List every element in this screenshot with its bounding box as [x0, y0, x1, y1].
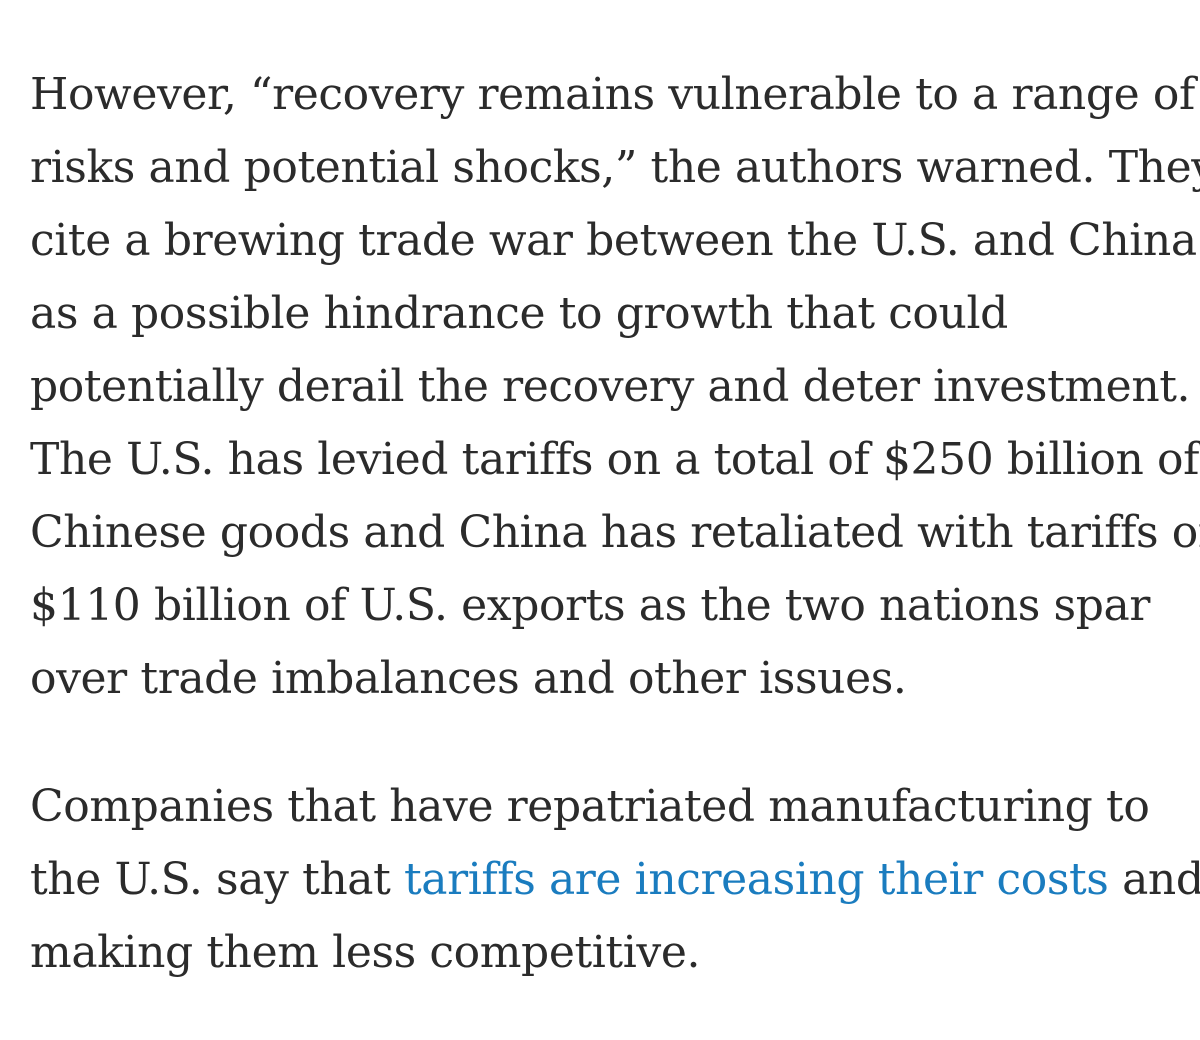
paragraph-line: Companies that have repatriated manufact… — [30, 781, 1150, 832]
paragraph-line: over trade imbalances and other issues. — [30, 653, 907, 704]
paragraph-line: $110 billion of U.S. exports as the two … — [30, 580, 1150, 631]
paragraph-line: The U.S. has levied tariffs on a total o… — [30, 434, 1199, 485]
paragraph-line: as a possible hindrance to growth that c… — [30, 288, 1008, 339]
link-lead-text: the U.S. say that — [30, 854, 404, 905]
paragraph-line: making them less competitive. — [30, 927, 701, 978]
paragraph-line: cite a brewing trade war between the U.S… — [30, 215, 1197, 266]
tariffs-costs-link[interactable]: tariffs are increasing their costs — [404, 854, 1109, 905]
paragraph-line: Chinese goods and China has retaliated w… — [30, 507, 1200, 558]
paragraph-trade-war: However, “recovery remains vulnerable to… — [30, 58, 1200, 715]
paragraph-line-with-link: the U.S. say that tariffs are increasing… — [30, 843, 1200, 916]
paragraph-line: risks and potential shocks,” the authors… — [30, 142, 1200, 193]
link-trail-text: and — [1108, 854, 1200, 905]
paragraph-line: However, “recovery remains vulnerable to… — [30, 69, 1195, 120]
paragraph-line: potentially derail the recovery and dete… — [30, 361, 1191, 412]
paragraph-repatriation: Companies that have repatriated manufact… — [30, 770, 1200, 989]
